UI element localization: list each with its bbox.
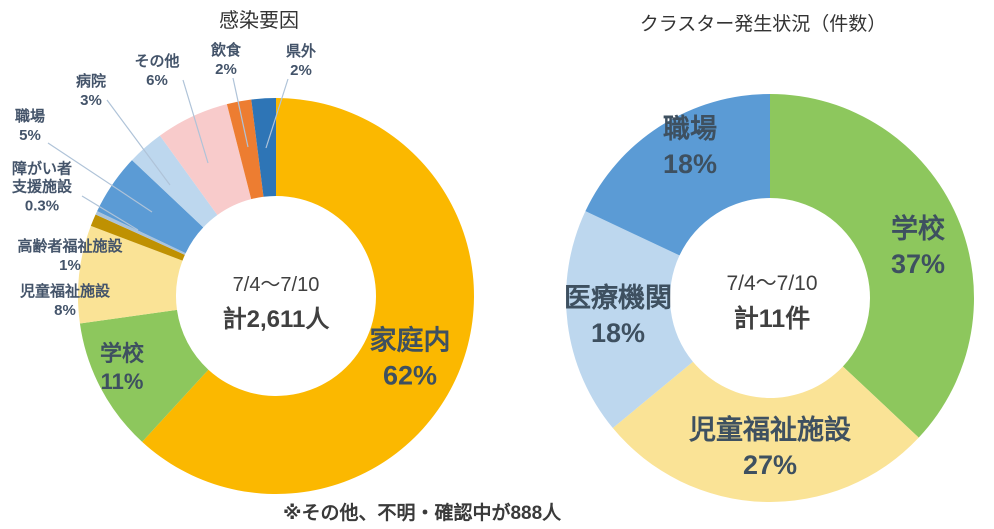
label-shogaisha-shien-name: 障がい者支援施設 [11, 160, 72, 196]
label-jido-fukushi-name: 児童福祉施設 [19, 282, 111, 300]
label-shokuba-value: 5% [19, 127, 41, 144]
donut-segment-0-4 [95, 211, 186, 255]
donut-segment-0-5 [97, 160, 204, 254]
leader-line [47, 142, 153, 213]
cluster-status-title: クラスター発生状況（件数） [639, 14, 887, 35]
donut-segment-0-3 [90, 214, 185, 261]
label-gakko-cluster-name: 学校 [890, 213, 945, 244]
label-gakko-cluster: 学校 37% [891, 212, 945, 282]
label-jido-fukushi-value: 8% [54, 302, 76, 319]
donut-segment-0-0 [142, 98, 474, 494]
label-gakko-cluster-value: 37% [890, 249, 946, 279]
donut-segment-1-2 [566, 211, 693, 429]
label-jido-fukushi-cluster-name: 児童福祉施設 [689, 414, 851, 445]
donut-segment-0-7 [159, 104, 252, 215]
label-iryokikan-cluster-name: 医療機関 [564, 282, 672, 313]
leader-line [106, 99, 171, 186]
label-shokuba: 職場 5% [15, 107, 45, 145]
cluster-status-donut [566, 94, 975, 502]
label-sonota: その他 6% [134, 52, 179, 90]
label-shokuba-name: 職場 [14, 107, 46, 125]
cluster-center-period: 7/4～7/10 [726, 272, 818, 295]
donut-segment-0-8 [226, 99, 264, 200]
label-kengai-name: 県外 [285, 42, 317, 60]
label-sonota-name: その他 [134, 52, 180, 70]
donut-segment-1-0 [770, 94, 975, 438]
label-shogaisha-shien: 障がい者支援施設 0.3% [10, 161, 74, 216]
infection-center-period: 7/4～7/10 [232, 274, 320, 296]
label-kateinai: 家庭内 62% [370, 323, 451, 392]
donut-segment-0-6 [132, 135, 218, 228]
cluster-center-total: 計11件 [733, 305, 811, 333]
donut-segment-0-1 [79, 309, 209, 442]
leader-line [81, 195, 139, 231]
label-iryokikan-cluster: 医療機関 18% [564, 281, 672, 351]
donut-segment-1-3 [585, 94, 770, 256]
label-gakko: 学校 11% [100, 340, 144, 396]
label-kateinai-value: 62% [382, 360, 438, 390]
label-byoin-name: 病院 [75, 72, 107, 90]
donut-segment-1-1 [612, 361, 919, 502]
label-jido-fukushi-cluster-value: 27% [742, 450, 798, 480]
label-jido-fukushi-cluster: 児童福祉施設 27% [689, 413, 851, 483]
label-inshoku-name: 飲食 [210, 41, 242, 59]
label-byoin-value: 3% [80, 92, 102, 109]
label-korei-fukushi-value: 1% [59, 257, 81, 274]
label-jido-fukushi: 児童福祉施設 8% [20, 282, 110, 320]
cluster-center-label: 7/4～7/10 計11件 [726, 267, 817, 335]
label-korei-fukushi: 高齢者福祉施設 1% [17, 237, 122, 275]
infection-center-total: 計2,611人 [222, 306, 330, 333]
leader-line [182, 79, 209, 164]
label-kengai: 県外 2% [286, 42, 316, 80]
leader-line [265, 78, 289, 149]
label-shokuba-cluster-value: 18% [662, 149, 718, 179]
label-kateinai-name: 家庭内 [369, 325, 451, 356]
label-gakko-name: 学校 [99, 340, 145, 366]
donut-segment-0-2 [78, 225, 183, 324]
label-kengai-value: 2% [290, 62, 312, 79]
infection-center-label: 7/4～7/10 計2,611人 [223, 268, 330, 334]
infection-factors-title: 感染要因 [219, 10, 299, 32]
label-byoin: 病院 3% [76, 72, 106, 110]
label-inshoku-value: 2% [215, 61, 237, 78]
label-iryokikan-cluster-value: 18% [590, 318, 646, 348]
label-korei-fukushi-name: 高齢者福祉施設 [17, 237, 123, 255]
leader-line [232, 77, 249, 148]
infection-factors-donut [47, 77, 474, 494]
label-sonota-value: 6% [146, 72, 168, 89]
donut-segment-0-9 [251, 98, 276, 197]
footnote-others: ※その他、不明・確認中が888人 [283, 503, 562, 524]
label-inshoku: 飲食 2% [211, 41, 241, 79]
label-shogaisha-shien-value: 0.3% [24, 197, 60, 215]
label-gakko-value: 11% [100, 369, 144, 394]
label-shokuba-cluster-name: 職場 [662, 113, 717, 144]
label-shokuba-cluster: 職場 18% [663, 112, 717, 182]
